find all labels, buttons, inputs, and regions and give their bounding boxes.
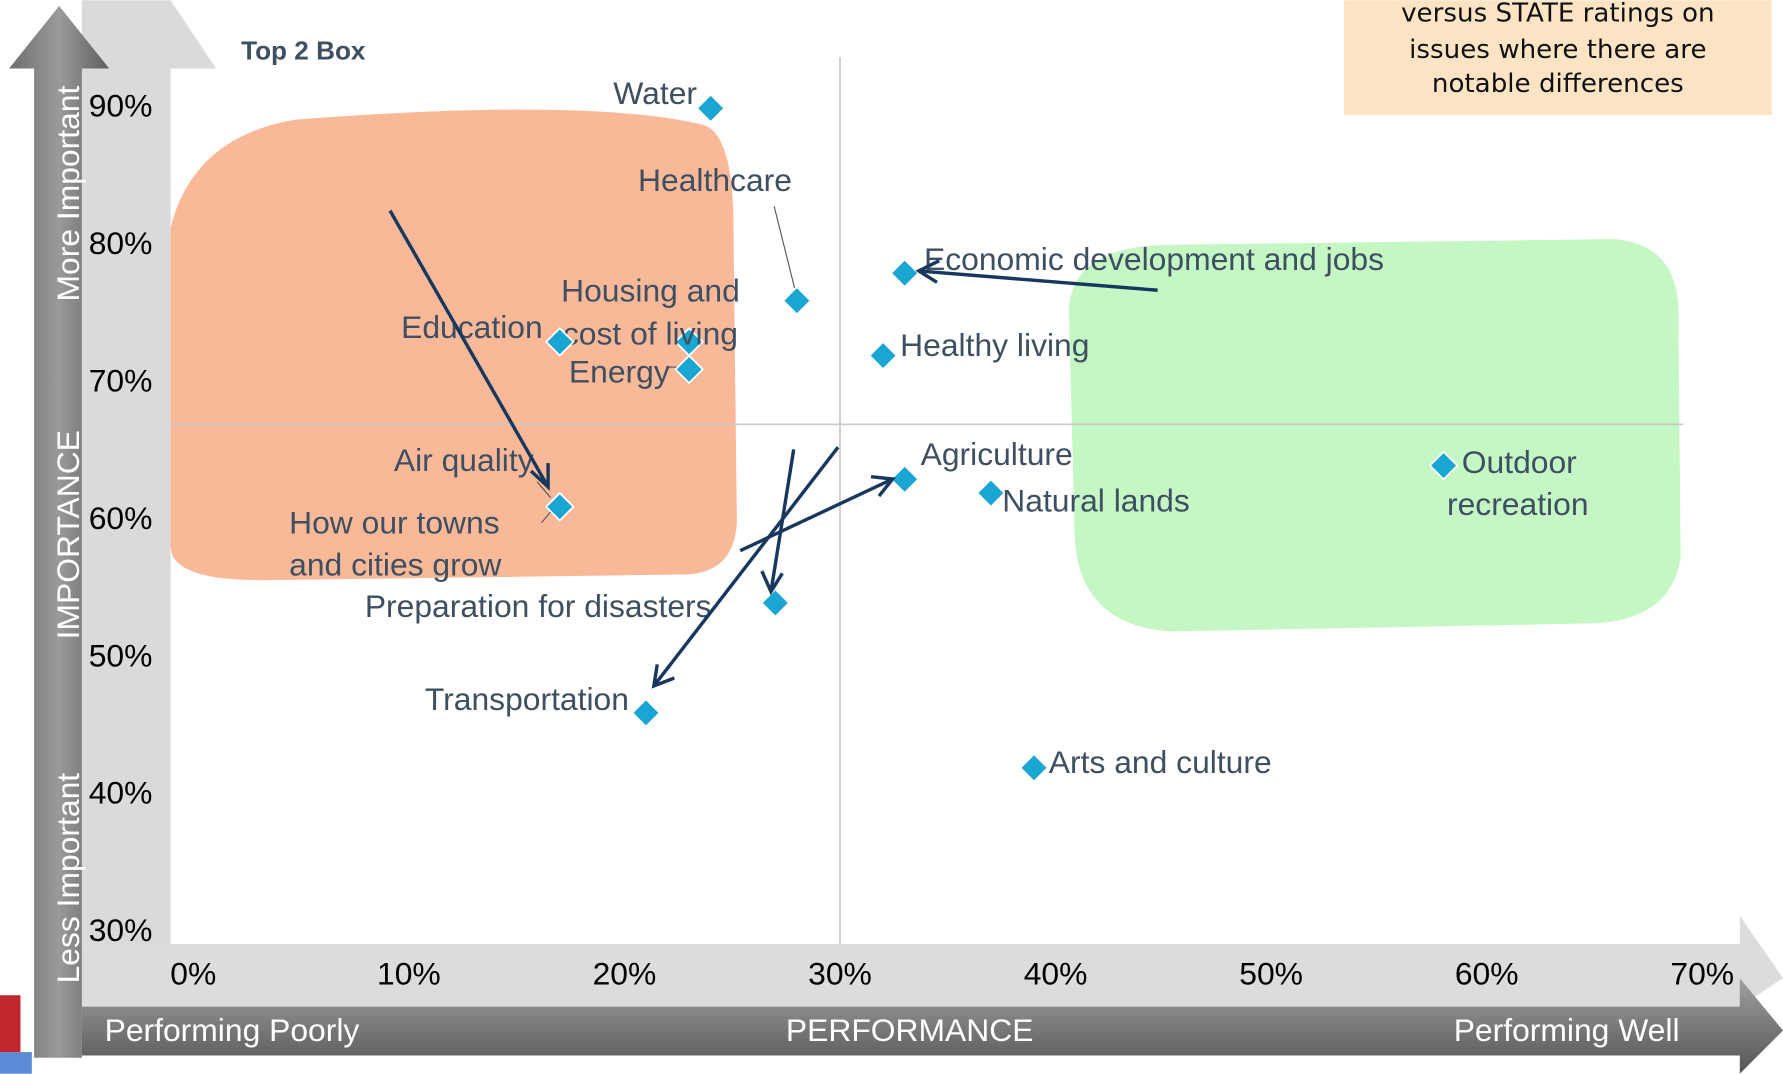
point-label: Education: [401, 309, 543, 345]
y-tick-label: 30%: [89, 912, 153, 948]
x-tick-label: 70%: [1670, 955, 1734, 991]
point: [976, 478, 1006, 508]
point: [1019, 752, 1049, 783]
point: [544, 491, 575, 522]
y-tick-label: 60%: [89, 500, 153, 536]
y-axis-title: IMPORTANCE: [50, 430, 86, 639]
x-axis-end: Performing Well: [1454, 1012, 1680, 1048]
point: [695, 93, 726, 124]
point-label: recreation: [1447, 486, 1589, 522]
point: [544, 327, 575, 357]
x-tick-label: 40%: [1024, 955, 1088, 991]
x-tick-label: 0%: [170, 955, 216, 991]
x-tick-label: 50%: [1239, 955, 1303, 991]
point-label: Agriculture: [921, 436, 1073, 472]
x-axis-end: Performing Poorly: [105, 1012, 360, 1048]
x-tick-label: 10%: [377, 955, 441, 991]
point: [674, 354, 704, 385]
point-label: Air quality: [394, 442, 534, 478]
shift-arrows: [388, 209, 1158, 689]
point: [889, 464, 920, 495]
y-tick-label: 80%: [89, 225, 153, 261]
point-label: Preparation for disasters: [365, 588, 712, 624]
leader-line: [773, 206, 796, 289]
x-tick-label: 60%: [1455, 955, 1519, 991]
chart-title: Top 2 Box: [241, 35, 366, 65]
point: [1428, 450, 1459, 481]
point-label: Economic development and jobs: [924, 241, 1384, 277]
point-label: Healthy living: [900, 327, 1089, 363]
x-axis-title: PERFORMANCE: [786, 1012, 1034, 1048]
x-tick-label: 30%: [808, 955, 872, 991]
low-performance-zone: [170, 109, 737, 581]
point-label: How our towns: [289, 504, 500, 540]
point-label: cost of living: [563, 316, 738, 352]
note-line: versus STATE ratings on: [1401, 0, 1715, 28]
point: [889, 258, 920, 289]
point: [760, 588, 791, 618]
point-label: and cities grow: [289, 546, 502, 582]
y-axis-end: More Important: [50, 86, 86, 302]
note-line: issues where there are: [1409, 35, 1706, 65]
leader-line: [536, 481, 552, 499]
point: [631, 698, 661, 728]
y-axis-end: Less Important: [50, 773, 86, 984]
point: [868, 340, 898, 371]
note-line: notable differences: [1432, 69, 1684, 99]
point: [782, 285, 812, 316]
y-tick-label: 50%: [89, 637, 153, 673]
plot: 0% 10% 20% 30% 40% 50% 60% 70% 30% 40% 50% 60% 70% 80…: [89, 57, 1734, 991]
point-label: Natural lands: [1002, 483, 1190, 519]
point-label: Arts and culture: [1049, 744, 1272, 780]
note-box: [1344, 0, 1772, 116]
point-label: Housing and: [561, 272, 740, 308]
point-label: Healthcare: [638, 162, 792, 198]
y-tick-label: 70%: [89, 363, 153, 399]
y-tick-label: 40%: [89, 775, 153, 811]
point-label: Energy: [569, 353, 670, 389]
x-tick-label: 20%: [593, 955, 657, 991]
point-label: Outdoor: [1462, 444, 1577, 480]
point-label: Transportation: [425, 681, 629, 717]
high-performance-zone: [1068, 239, 1681, 632]
y-tick-label: 90%: [89, 88, 153, 124]
point-label: Water: [613, 75, 697, 111]
